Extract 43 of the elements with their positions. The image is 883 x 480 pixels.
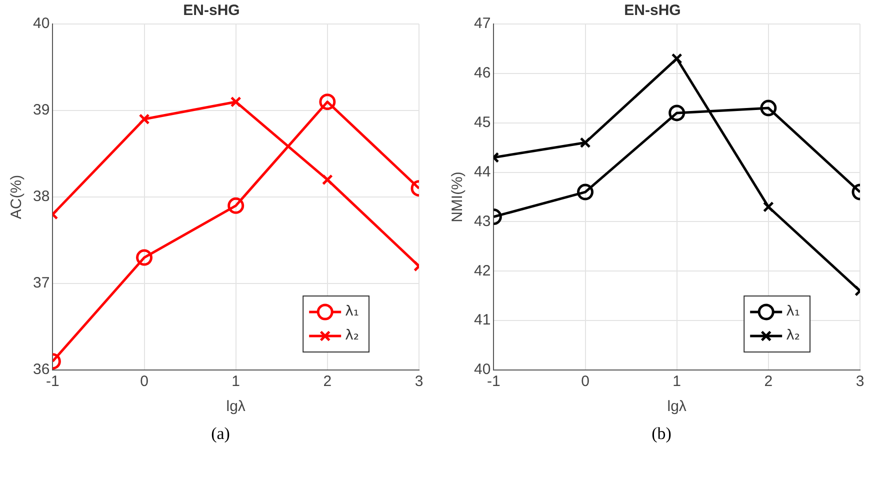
point bbox=[580, 137, 591, 148]
point bbox=[138, 114, 150, 125]
x-tick-label: 3 bbox=[414, 373, 424, 390]
chart-title: EN-sHG bbox=[624, 2, 681, 20]
point bbox=[671, 53, 682, 64]
legend-label: λ₂ bbox=[345, 328, 360, 344]
x-axis-title: lgλ bbox=[667, 398, 687, 416]
y-tick-label: 46 bbox=[474, 64, 491, 82]
x-tick-label: 3 bbox=[856, 373, 864, 390]
y-tick-label: 45 bbox=[474, 114, 491, 131]
y-tick-label: 47 bbox=[474, 15, 491, 32]
x-tick-label: 1 bbox=[232, 373, 240, 390]
x-axis-title: lgλ bbox=[226, 398, 246, 416]
y-tick-label: 37 bbox=[32, 274, 50, 292]
y-axis-title: NMI(%) bbox=[449, 172, 466, 222]
x-tick-label: 2 bbox=[323, 373, 332, 390]
x-tick-label: 2 bbox=[764, 373, 773, 390]
point bbox=[319, 94, 336, 110]
x-tick-label: 1 bbox=[672, 373, 682, 390]
chart-title: EN-sHG bbox=[183, 2, 240, 20]
point bbox=[228, 197, 244, 214]
point bbox=[322, 174, 333, 186]
x-tick-label: 0 bbox=[140, 373, 148, 390]
y-tick-label: 44 bbox=[474, 163, 491, 180]
point bbox=[230, 96, 242, 108]
legend-label: λ₁ bbox=[786, 304, 800, 320]
y-tick-label: 39 bbox=[32, 102, 50, 119]
point bbox=[760, 100, 777, 116]
point bbox=[668, 104, 686, 122]
x-tick-label: 0 bbox=[581, 373, 590, 390]
text: (a) bbox=[210, 424, 231, 444]
y-tick-label: 42 bbox=[474, 262, 491, 280]
y-tick-label: 41 bbox=[474, 312, 491, 329]
legend-label: λ₂ bbox=[786, 328, 800, 344]
y-tick-label: 38 bbox=[32, 188, 50, 206]
legend-label: λ₁ bbox=[345, 304, 360, 320]
y-tick-label: 40 bbox=[32, 15, 50, 32]
text: (b) bbox=[650, 424, 672, 444]
y-axis-title: AC(%) bbox=[8, 174, 26, 220]
point bbox=[762, 201, 774, 212]
y-tick-label: 43 bbox=[474, 212, 491, 230]
point bbox=[577, 184, 594, 200]
point bbox=[136, 249, 153, 266]
